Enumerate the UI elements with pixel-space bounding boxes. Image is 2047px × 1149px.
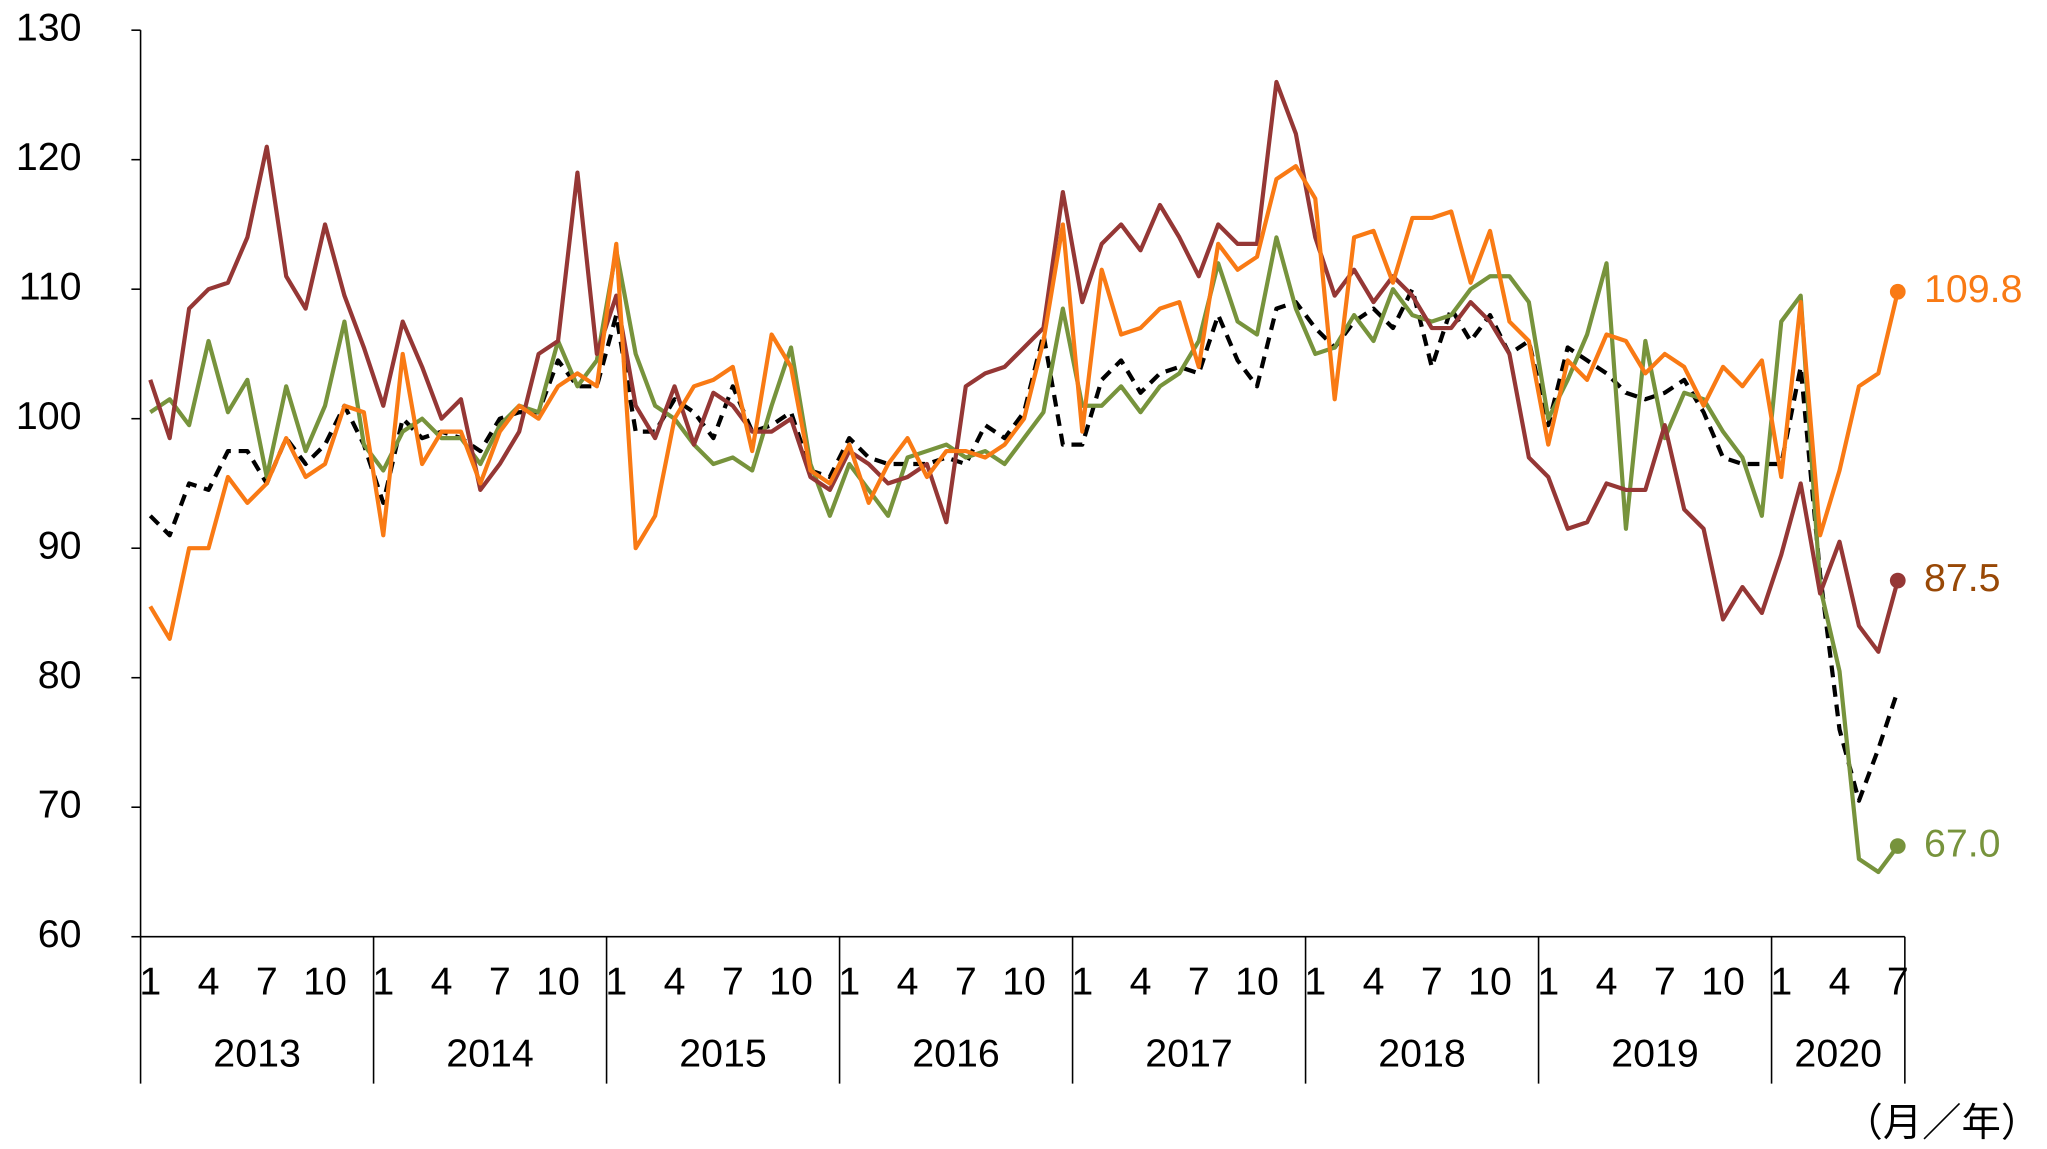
x-tick-label: 10 — [1701, 959, 1745, 1003]
end-point — [1889, 572, 1906, 589]
x-tick-label: 1 — [1304, 959, 1326, 1003]
x-tick-label: 7 — [1421, 959, 1443, 1003]
x-tick-label: 1 — [605, 959, 627, 1003]
x-tick-label: 10 — [1002, 959, 1046, 1003]
x-tick-label: 4 — [1829, 959, 1851, 1003]
end-point — [1889, 838, 1906, 854]
year-label: 2017 — [1145, 1031, 1233, 1075]
x-tick-label: 7 — [1188, 959, 1210, 1003]
x-tick-label: 7 — [955, 959, 977, 1003]
x-tick-label: 7 — [1654, 959, 1676, 1003]
year-label: 2014 — [446, 1031, 534, 1075]
end-label: 67.0 — [1924, 821, 2001, 865]
x-tick-label: 10 — [769, 959, 813, 1003]
y-tick-label: 110 — [19, 265, 82, 309]
year-label: 2018 — [1378, 1031, 1466, 1075]
y-tick-label: 130 — [16, 6, 82, 50]
x-tick-label: 10 — [536, 959, 580, 1003]
year-label: 2016 — [912, 1031, 1000, 1075]
y-tick-label: 70 — [38, 783, 82, 827]
x-tick-label: 10 — [1235, 959, 1279, 1003]
series-line — [149, 235, 1900, 875]
year-label: 2019 — [1611, 1031, 1699, 1075]
x-tick-label: 10 — [1468, 959, 1512, 1003]
x-tick-label: 4 — [198, 959, 220, 1003]
y-tick-label: 100 — [16, 394, 82, 438]
y-tick-label: 120 — [16, 135, 82, 179]
x-tick-label: 4 — [1596, 959, 1618, 1003]
x-tick-label: 7 — [722, 959, 744, 1003]
series-line — [148, 79, 1900, 654]
x-tick-label: 1 — [838, 959, 860, 1003]
x-axis-label: （月／年） — [1843, 1101, 2040, 1144]
x-tick-label: 10 — [303, 959, 347, 1003]
x-tick-label: 7 — [1887, 959, 1909, 1003]
x-tick-label: 4 — [431, 959, 453, 1003]
x-tick-label: 1 — [139, 959, 161, 1003]
x-tick-label: 1 — [1537, 959, 1559, 1003]
x-tick-label: 1 — [1770, 959, 1792, 1003]
x-tick-label: 7 — [489, 959, 511, 1003]
series-line — [148, 287, 1900, 803]
x-tick-label: 7 — [256, 959, 278, 1003]
year-label: 2013 — [213, 1031, 301, 1075]
x-tick-label: 1 — [372, 959, 394, 1003]
y-tick-label: 90 — [38, 524, 82, 568]
year-label: 2020 — [1794, 1031, 1882, 1075]
y-tick-label: 60 — [38, 912, 82, 956]
x-tick-label: 4 — [1363, 959, 1385, 1003]
y-tick-label: 80 — [38, 653, 82, 697]
year-label: 2015 — [679, 1031, 767, 1075]
x-tick-label: 4 — [897, 959, 919, 1003]
series-line — [148, 164, 1900, 641]
end-point — [1889, 283, 1906, 300]
end-label: 87.5 — [1924, 556, 2001, 600]
x-tick-label: 4 — [1130, 959, 1152, 1003]
x-tick-label: 4 — [664, 959, 686, 1003]
end-label: 109.8 — [1924, 267, 2022, 311]
x-tick-label: 1 — [1071, 959, 1093, 1003]
